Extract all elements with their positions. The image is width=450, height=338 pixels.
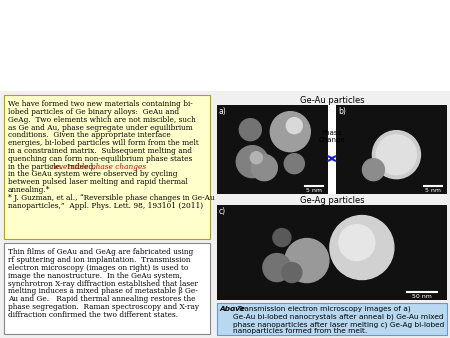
- Text: image the nanostructure.  In the GeAu system,: image the nanostructure. In the GeAu sys…: [8, 272, 182, 280]
- Bar: [328, 105, 336, 194]
- Text: 5 nm: 5 nm: [306, 188, 322, 193]
- Text: Ge-Ag particles: Ge-Ag particles: [300, 196, 364, 205]
- Text: quenching can form non-equilibrium phase states: quenching can form non-equilibrium phase…: [8, 155, 192, 163]
- Circle shape: [270, 112, 310, 152]
- Circle shape: [339, 224, 375, 261]
- Text: a): a): [219, 107, 226, 116]
- Text: 5 nm: 5 nm: [425, 188, 441, 193]
- Text: melting induces a mixed phase of metastable β Ge-: melting induces a mixed phase of metasta…: [8, 287, 198, 295]
- Circle shape: [362, 159, 384, 181]
- Circle shape: [284, 154, 304, 174]
- FancyBboxPatch shape: [4, 243, 210, 334]
- Text: Ge-Au particles: Ge-Au particles: [300, 96, 364, 105]
- Text: conditions.  Given the appropriate interface: conditions. Given the appropriate interf…: [8, 131, 171, 140]
- Bar: [0, 86, 450, 91]
- Circle shape: [286, 118, 302, 134]
- FancyBboxPatch shape: [4, 95, 210, 239]
- Text: in the GeAu system were observed by cycling: in the GeAu system were observed by cycl…: [8, 170, 177, 178]
- Bar: [394, 12, 446, 71]
- Text: synchrotron X-ray diffraction established that laser: synchrotron X-ray diffraction establishe…: [8, 280, 198, 288]
- Text: phase segregation.  Raman spectroscopy and X-ray: phase segregation. Raman spectroscopy an…: [8, 303, 199, 311]
- Circle shape: [330, 216, 394, 280]
- Text: nanoparticles,”  Appl. Phys. Lett. 98, 193101 (2011): nanoparticles,” Appl. Phys. Lett. 98, 19…: [8, 202, 203, 210]
- Text: energies, bi-lobed particles will form from the melt: energies, bi-lobed particles will form f…: [8, 139, 199, 147]
- Circle shape: [0, 25, 74, 45]
- FancyBboxPatch shape: [217, 303, 447, 335]
- Text: 50 nm: 50 nm: [412, 293, 432, 298]
- Text: Au and Ge.   Rapid thermal annealing restores the: Au and Ge. Rapid thermal annealing resto…: [8, 295, 195, 303]
- Text: We have formed two new materials containing bi-: We have formed two new materials contain…: [8, 100, 193, 108]
- Text: as Ge and Au, phase segregate under equilibrium: as Ge and Au, phase segregate under equi…: [8, 124, 193, 132]
- Text: BERKELEY: BERKELEY: [14, 39, 35, 43]
- Circle shape: [251, 155, 277, 181]
- Circle shape: [282, 263, 302, 283]
- Text: : Transmission electron microscopy images of a)
Ge-Au bi-lobed nanocrystals afte: : Transmission electron microscopy image…: [233, 306, 445, 335]
- Circle shape: [273, 228, 291, 246]
- Text: * J. Guzman, et al., “Reversible phase changes in Ge-Au: * J. Guzman, et al., “Reversible phase c…: [8, 194, 215, 202]
- Circle shape: [250, 152, 262, 164]
- Circle shape: [236, 146, 268, 178]
- Text: electron microscopy (images on right) is used to: electron microscopy (images on right) is…: [8, 264, 189, 272]
- Text: lobed particles of Ge binary alloys:  GeAu and: lobed particles of Ge binary alloys: GeA…: [8, 108, 179, 116]
- Text: c): c): [219, 207, 226, 216]
- Text: GeAg.  Two elements which are not miscible, such: GeAg. Two elements which are not miscibl…: [8, 116, 196, 124]
- Text: diffraction confirmed the two different states.: diffraction confirmed the two different …: [8, 311, 178, 319]
- Text: Above: Above: [220, 306, 246, 312]
- Circle shape: [263, 254, 291, 282]
- Bar: [217, 105, 328, 194]
- Bar: [336, 105, 447, 194]
- Text: reversible phase changes: reversible phase changes: [51, 163, 146, 171]
- Text: b): b): [338, 107, 346, 116]
- Text: annealing.*: annealing.*: [8, 186, 50, 194]
- Text: Thin films of GeAu and GeAg are fabricated using: Thin films of GeAu and GeAg are fabricat…: [8, 248, 193, 256]
- Text: in a constrained matrix.  Subsequent melting and: in a constrained matrix. Subsequent melt…: [8, 147, 192, 155]
- Text: in the particle.  Indeed,: in the particle. Indeed,: [8, 163, 98, 171]
- Text: Phase
Change: Phase Change: [319, 130, 345, 143]
- Text: UC: UC: [20, 28, 30, 32]
- Text: Eugene E. Haller, University of California-Berkeley, DMR 0902179: Eugene E. Haller, University of Californ…: [65, 66, 385, 76]
- Circle shape: [373, 131, 420, 179]
- Circle shape: [377, 135, 416, 175]
- Bar: [217, 205, 447, 300]
- Circle shape: [285, 239, 329, 283]
- Text: BERKELEY
LAB: BERKELEY LAB: [407, 46, 432, 55]
- Text: Formation of Ge alloy nanocrystals
embedded in silica: Formation of Ge alloy nanocrystals embed…: [49, 3, 401, 42]
- Circle shape: [239, 119, 261, 141]
- Text: rf sputtering and ion implantation.  Transmission: rf sputtering and ion implantation. Tran…: [8, 256, 190, 264]
- Text: between pulsed laser melting and rapid thermal: between pulsed laser melting and rapid t…: [8, 178, 188, 186]
